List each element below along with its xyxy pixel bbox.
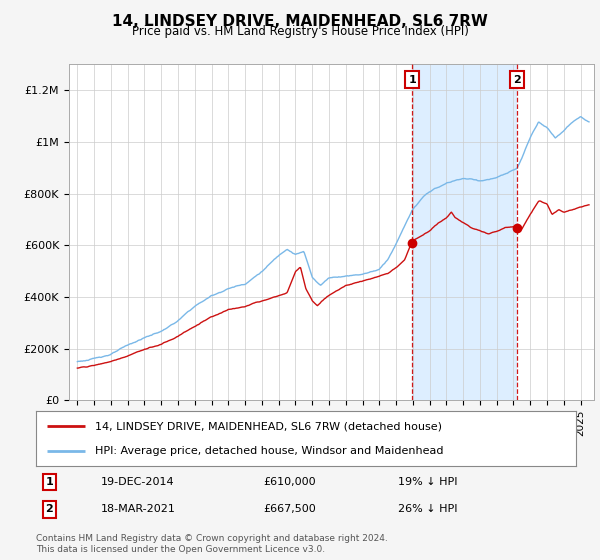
- Text: 14, LINDSEY DRIVE, MAIDENHEAD, SL6 7RW (detached house): 14, LINDSEY DRIVE, MAIDENHEAD, SL6 7RW (…: [95, 422, 442, 431]
- Text: 18-MAR-2021: 18-MAR-2021: [101, 505, 176, 515]
- Text: 26% ↓ HPI: 26% ↓ HPI: [398, 505, 457, 515]
- Text: 2: 2: [513, 74, 521, 85]
- Bar: [412, 64, 517, 400]
- Text: HPI: Average price, detached house, Windsor and Maidenhead: HPI: Average price, detached house, Wind…: [95, 446, 444, 455]
- Text: 19% ↓ HPI: 19% ↓ HPI: [398, 477, 457, 487]
- Text: £667,500: £667,500: [263, 505, 316, 515]
- Text: 14, LINDSEY DRIVE, MAIDENHEAD, SL6 7RW: 14, LINDSEY DRIVE, MAIDENHEAD, SL6 7RW: [112, 14, 488, 29]
- Text: 2: 2: [46, 505, 53, 515]
- Text: Contains HM Land Registry data © Crown copyright and database right 2024.
This d: Contains HM Land Registry data © Crown c…: [36, 534, 388, 554]
- Text: 1: 1: [46, 477, 53, 487]
- Text: 19-DEC-2014: 19-DEC-2014: [101, 477, 175, 487]
- Text: Price paid vs. HM Land Registry's House Price Index (HPI): Price paid vs. HM Land Registry's House …: [131, 25, 469, 38]
- Text: 1: 1: [409, 74, 416, 85]
- Text: £610,000: £610,000: [263, 477, 316, 487]
